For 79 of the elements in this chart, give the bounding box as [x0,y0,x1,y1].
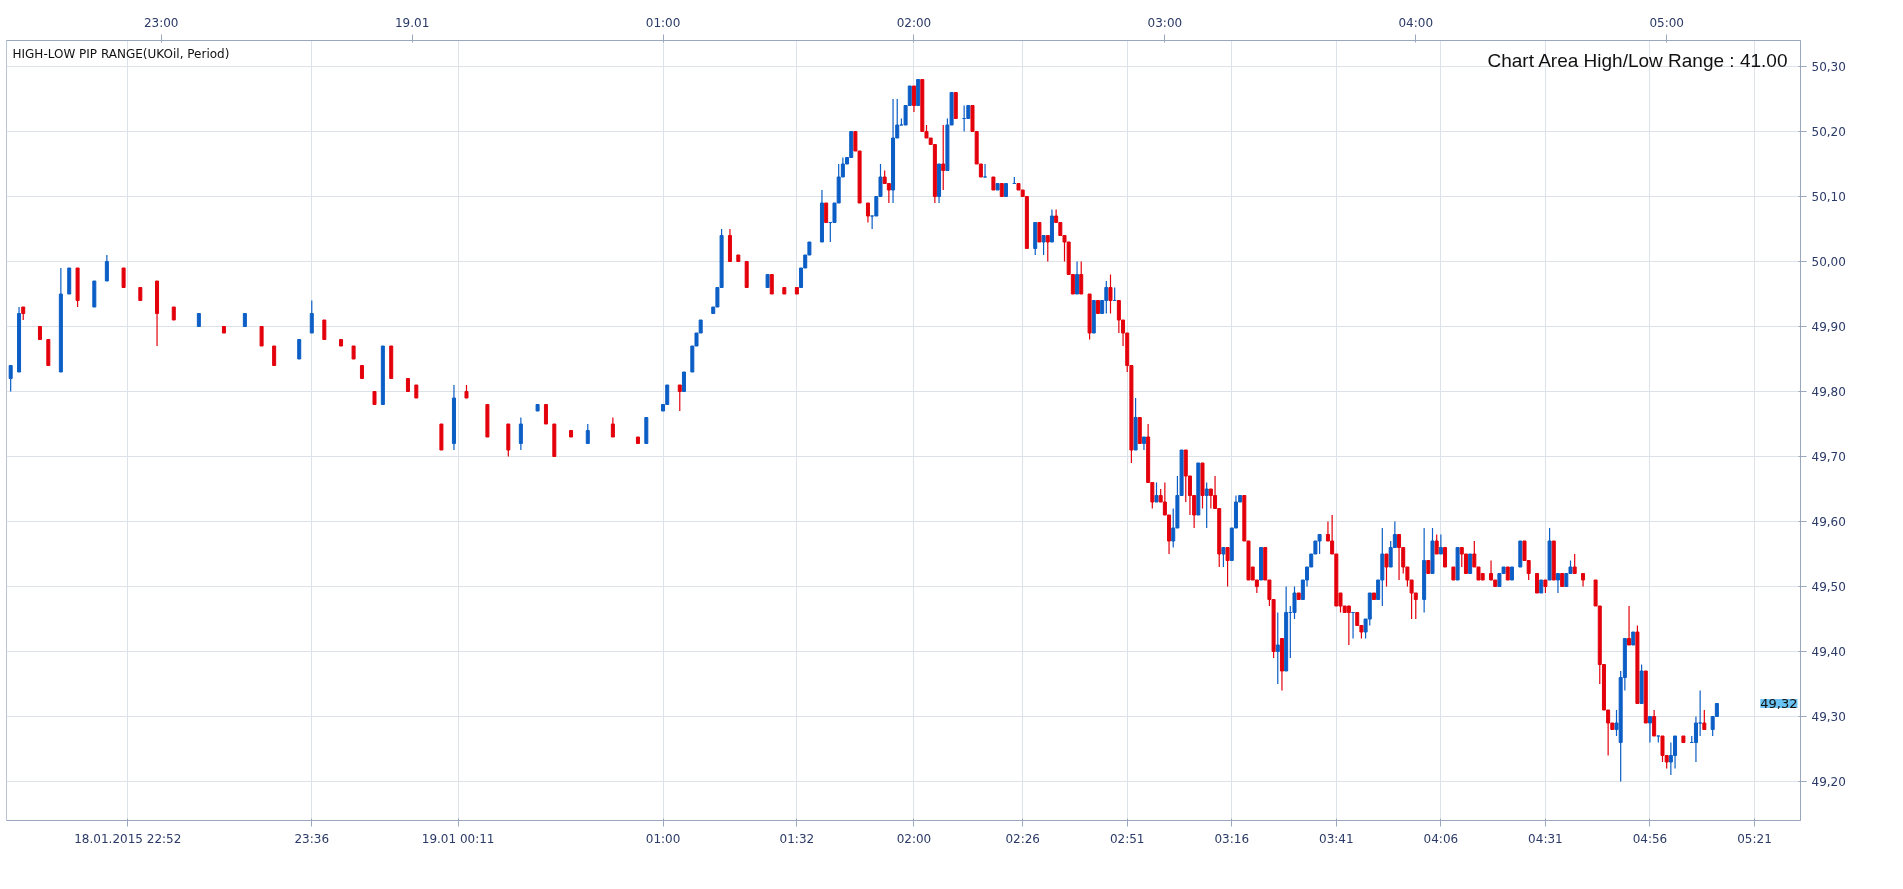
candlestick [1317,533,1322,555]
candlestick [121,267,126,288]
candlestick [272,345,277,366]
candlestick [309,299,314,334]
candlestick [941,124,946,191]
candlestick [824,202,829,223]
y-tick-label: 49,40 [1811,645,1846,659]
x-tick-label: 05:21 [1737,831,1772,846]
x2-tick-label: 19.01 [394,15,430,30]
candlestick [1075,260,1080,295]
candlestick [865,202,870,224]
x2-tick-label: 03:00 [1147,15,1183,30]
x-tick-label: 19.01 00:11 [421,831,495,846]
x2-tick-label: 23:00 [143,15,179,30]
candlestick [911,85,916,113]
annotation: 49,32 [1760,696,1798,711]
y-tick-label: 49,70 [1811,450,1846,464]
x-tick-label: 02:51 [1109,831,1145,846]
candlestick [1116,299,1121,334]
candlestick [1384,553,1389,588]
candlestick [8,364,13,393]
y-tick-label: 49,60 [1811,515,1846,529]
y-tick-label: 49,50 [1811,580,1846,594]
candlestick [543,404,548,425]
candlestick [1652,709,1657,737]
x-tick-label: 04:31 [1528,831,1563,846]
candlestick [585,423,590,445]
candlestick [1660,735,1665,763]
x-tick-label: 03:41 [1319,831,1354,846]
x-tick-label: 03:16 [1214,831,1250,846]
candlestick [1104,280,1109,315]
text: HIGH-LOW PIP RANGE(UKOil, Period) [12,46,230,61]
candlestick [1572,553,1577,575]
candlestick [1204,481,1209,529]
candlestick [1443,547,1448,568]
x-tick-label: 02:26 [1005,831,1040,846]
candlestick [297,339,302,360]
x-tick-label: 04:56 [1632,831,1668,846]
candlestick [1108,273,1113,315]
candlestick [518,416,523,451]
x-tick-label: 02:00 [896,831,932,846]
y-tick-label: 49,90 [1811,320,1846,334]
candlestick [1702,709,1707,731]
y-tick-label: 49,80 [1811,385,1846,399]
x2-tick-label: 04:00 [1398,15,1434,30]
y-tick-label: 49,30 [1811,710,1846,724]
candlestick [1555,572,1560,594]
x-tick-label: 23:36 [294,831,330,846]
candlestick [610,416,615,438]
x-tick-label: 01:32 [779,831,815,846]
candlestick [1468,553,1473,574]
candlestick [983,163,988,178]
candlestick [1221,546,1226,568]
candlestick [1225,546,1230,588]
candlestick [1434,533,1439,555]
x2-tick-label: 05:00 [1649,15,1684,30]
y-tick-label: 50,30 [1811,60,1846,74]
x2-tick-label: 01:00 [645,15,681,30]
candlestick [1275,611,1280,685]
candlestick [681,371,686,392]
candlestick [1154,481,1159,503]
annotation: Chart Area High/Low Range : 41.00 [1487,49,1788,71]
candlestick [1397,533,1402,581]
x2-tick-label: 02:00 [896,15,932,30]
x-tick-label: 04:06 [1423,831,1459,846]
candlestick [259,326,264,347]
y-tick-label: 50,00 [1811,255,1846,269]
candlestick [322,319,327,340]
candlestick [1041,234,1046,256]
candlestick [104,254,109,282]
candlestick [677,384,682,412]
candlestick [1647,715,1652,744]
y-tick-label: 50,10 [1811,190,1846,204]
y-tick-label: 49,20 [1811,775,1846,789]
x-tick-label: 18.01.2015 22:52 [74,831,182,846]
y-tick-label: 50,20 [1811,125,1846,139]
candlestick [1037,222,1042,243]
x-tick-label: 01:00 [645,831,681,846]
candlestick [1079,260,1084,295]
